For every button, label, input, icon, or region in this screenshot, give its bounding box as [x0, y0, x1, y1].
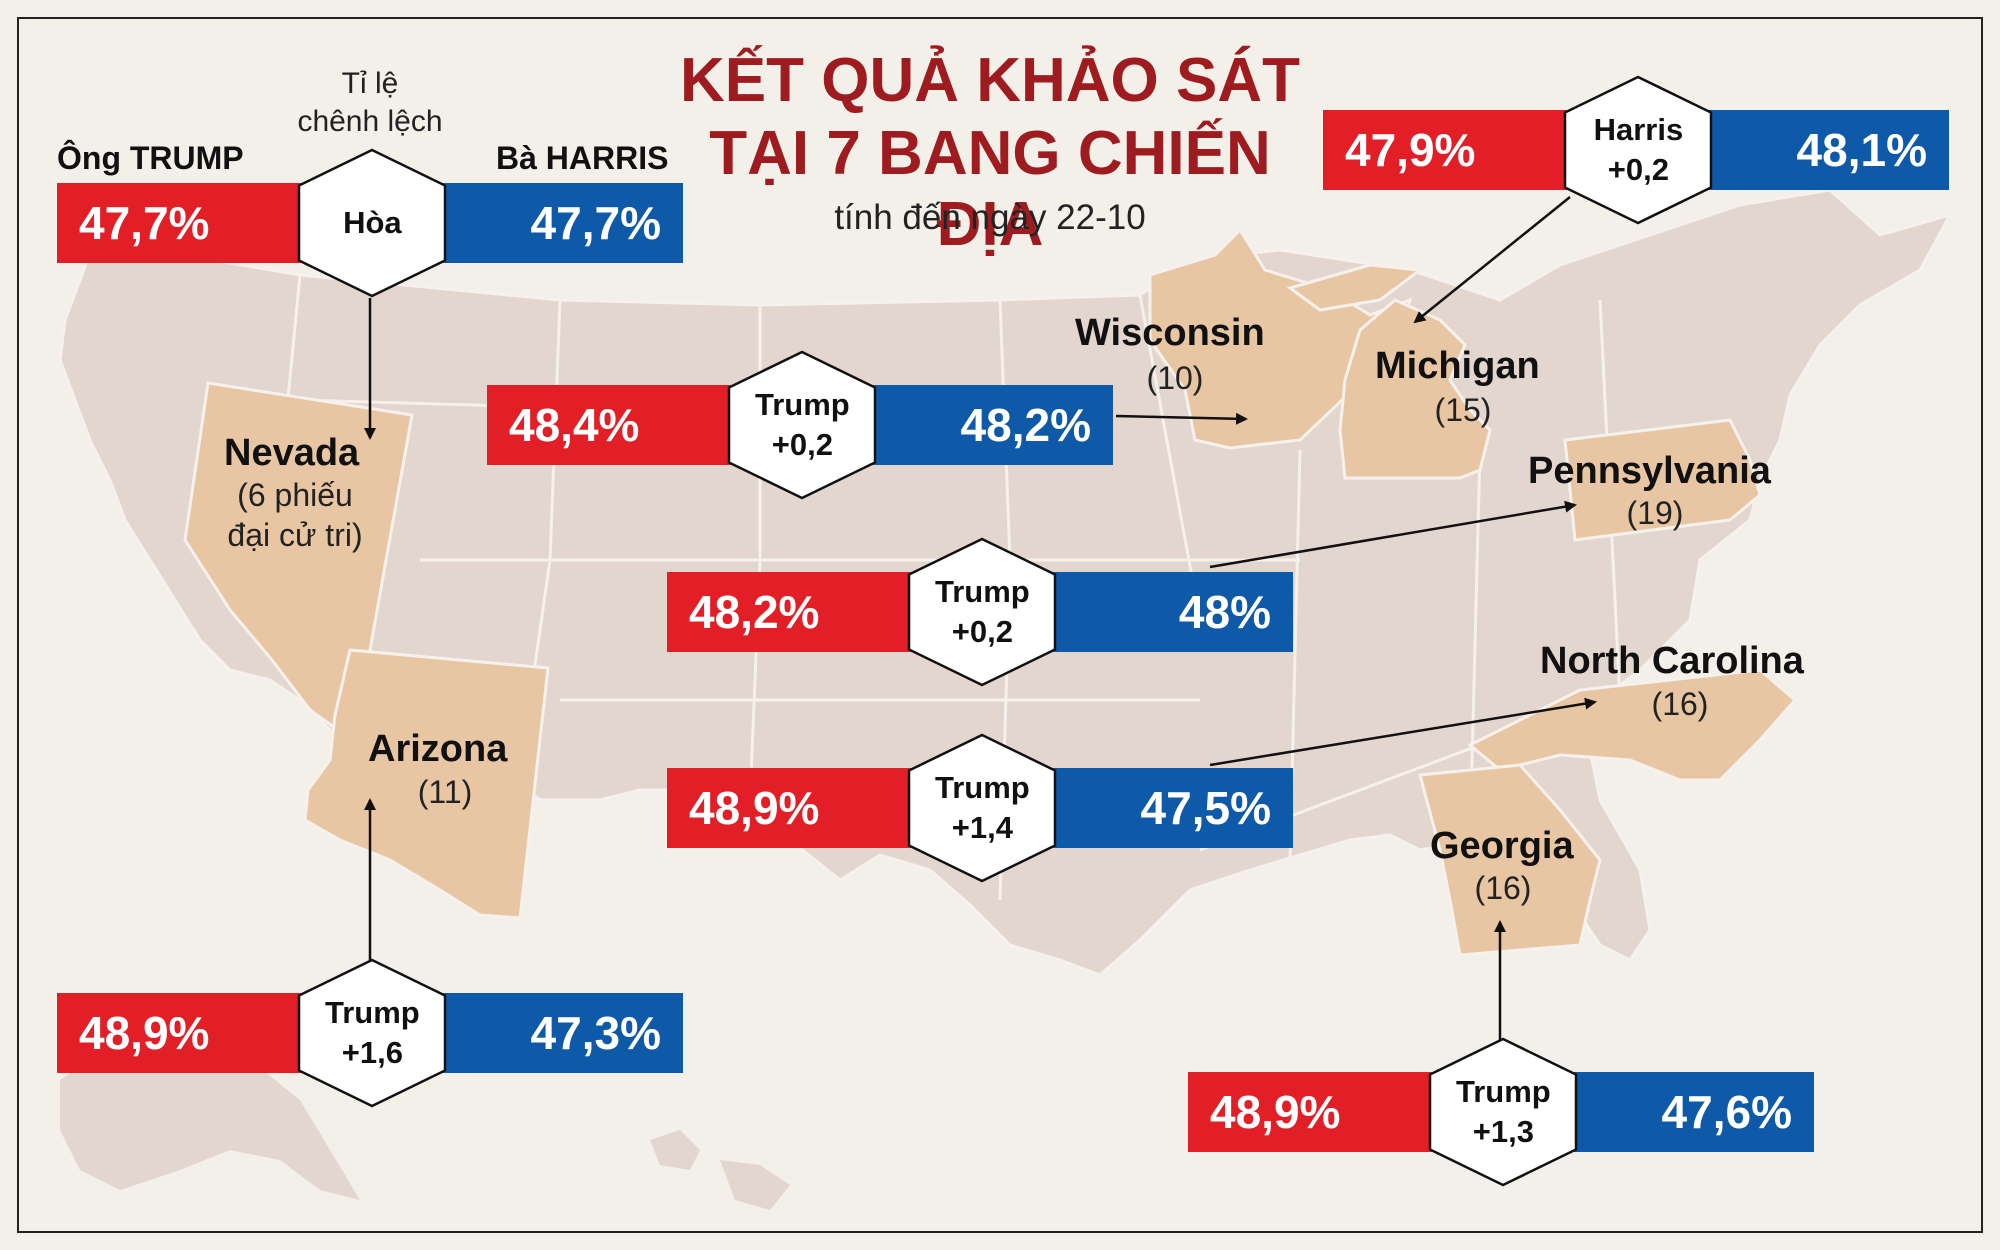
margin-text: Trump +1,4 — [907, 768, 1057, 848]
margin-leader: Trump — [935, 574, 1030, 609]
georgia-ev: (16) — [1474, 870, 1532, 906]
trump-percentage: 47,7% — [57, 183, 308, 263]
margin-leader: Harris — [1593, 112, 1684, 147]
michigan-ev: (15) — [1434, 392, 1492, 428]
margin-text: Hòa — [297, 203, 447, 243]
margin-leader: Hòa — [343, 205, 402, 240]
margin-leader: Trump — [325, 995, 420, 1030]
trump-percentage: 48,2% — [667, 572, 918, 652]
margin-value: +1,4 — [951, 810, 1013, 845]
legend-harris-label: Bà HARRIS — [496, 140, 669, 176]
wisconsin-name: Wisconsin — [1075, 312, 1265, 354]
nevada-shape — [183, 381, 414, 733]
margin-text: Harris +0,2 — [1563, 110, 1713, 190]
title-line2: TẠI 7 BANG CHIẾN ĐỊA — [709, 119, 1271, 259]
pennsylvania-ev: (19) — [1626, 495, 1684, 531]
trump-percentage: 47,9% — [1323, 110, 1574, 190]
pennsylvania-shape — [1563, 418, 1762, 542]
north-carolina-ev: (16) — [1651, 686, 1709, 722]
harris-percentage: 48,2% — [867, 385, 1113, 465]
harris-percentage: 47,6% — [1568, 1072, 1814, 1152]
trump-percentage: 48,4% — [487, 385, 738, 465]
arizona-shape — [303, 648, 550, 920]
margin-hexagon — [298, 958, 447, 1108]
margin-hexagon — [908, 537, 1057, 687]
harris-percentage: 47,7% — [437, 183, 683, 263]
michigan-name: Michigan — [1375, 345, 1540, 387]
harris-percentage: 48,1% — [1703, 110, 1949, 190]
margin-leader: Trump — [935, 770, 1030, 805]
poll-nevada: 47,7% 47,7% Hòa — [57, 148, 683, 298]
margin-value: +0,2 — [1607, 152, 1669, 187]
trump-percentage: 48,9% — [57, 993, 308, 1073]
harris-percentage: 47,3% — [437, 993, 683, 1073]
harris-percentage: 48% — [1047, 572, 1293, 652]
margin-hexagon — [908, 733, 1057, 883]
arrow-pennsylvania — [1209, 500, 1577, 569]
georgia-shape — [1418, 763, 1602, 957]
pennsylvania-name: Pennsylvania — [1528, 450, 1771, 492]
legend-margin-note: Tỉ lệ chênh lệch — [270, 65, 470, 141]
nevada-ev-line2: đại cử tri) — [227, 517, 363, 553]
margin-hexagon — [298, 148, 447, 298]
poll-wisconsin: 48,4% 48,2% Trump +0,2 — [487, 350, 1113, 500]
georgia-name: Georgia — [1430, 825, 1574, 867]
margin-value: +0,2 — [951, 614, 1013, 649]
arrow-wisconsin — [1115, 412, 1248, 425]
nevada-ev: (6 phiếu đại cử tri) — [200, 475, 390, 555]
margin-value: +1,3 — [1472, 1114, 1534, 1149]
hawaii — [650, 1130, 790, 1210]
margin-leader: Trump — [1456, 1074, 1551, 1109]
margin-text: Trump +1,3 — [1428, 1072, 1578, 1152]
poll-arizona: 48,9% 47,3% Trump +1,6 — [57, 958, 683, 1108]
margin-hexagon — [1429, 1037, 1578, 1187]
arrow-michigan — [1413, 196, 1571, 324]
subtitle: tính đến ngày 22-10 — [834, 198, 1146, 237]
poll-michigan: 47,9% 48,1% Harris +0,2 — [1323, 75, 1949, 225]
arrow-north-carolina — [1209, 697, 1597, 767]
trump-percentage: 48,9% — [667, 768, 918, 848]
north-carolina-shape — [1467, 668, 1798, 782]
arizona-name: Arizona — [368, 728, 508, 770]
poll-pennsylvania: 48,2% 48% Trump +0,2 — [667, 537, 1293, 687]
margin-value: +0,2 — [771, 427, 833, 462]
title-line1: KẾT QUẢ KHẢO SÁT — [680, 46, 1300, 115]
harris-percentage: 47,5% — [1047, 768, 1293, 848]
legend-trump-label: Ông TRUMP — [57, 140, 244, 176]
trump-percentage: 48,9% — [1188, 1072, 1439, 1152]
margin-text: Trump +0,2 — [907, 572, 1057, 652]
arizona-ev: (11) — [417, 774, 473, 810]
nevada-name: Nevada — [224, 432, 360, 474]
alaska — [60, 1040, 360, 1200]
legend-margin-note-line1: Tỉ lệ — [341, 67, 399, 100]
margin-text: Trump +1,6 — [297, 993, 447, 1073]
margin-leader: Trump — [755, 387, 850, 422]
wisconsin-ev: (10) — [1146, 360, 1204, 396]
margin-hexagon — [728, 350, 877, 500]
margin-text: Trump +0,2 — [727, 385, 877, 465]
margin-hexagon — [1564, 75, 1713, 225]
north-carolina-name: North Carolina — [1540, 640, 1804, 682]
michigan-shape — [1286, 263, 1492, 480]
nevada-ev-line1: (6 phiếu — [237, 477, 353, 513]
poll-north-carolina: 48,9% 47,5% Trump +1,4 — [667, 733, 1293, 883]
poll-georgia: 48,9% 47,6% Trump +1,3 — [1188, 1037, 1814, 1187]
legend-margin-note-line2: chênh lệch — [297, 105, 443, 138]
margin-value: +1,6 — [341, 1035, 403, 1070]
